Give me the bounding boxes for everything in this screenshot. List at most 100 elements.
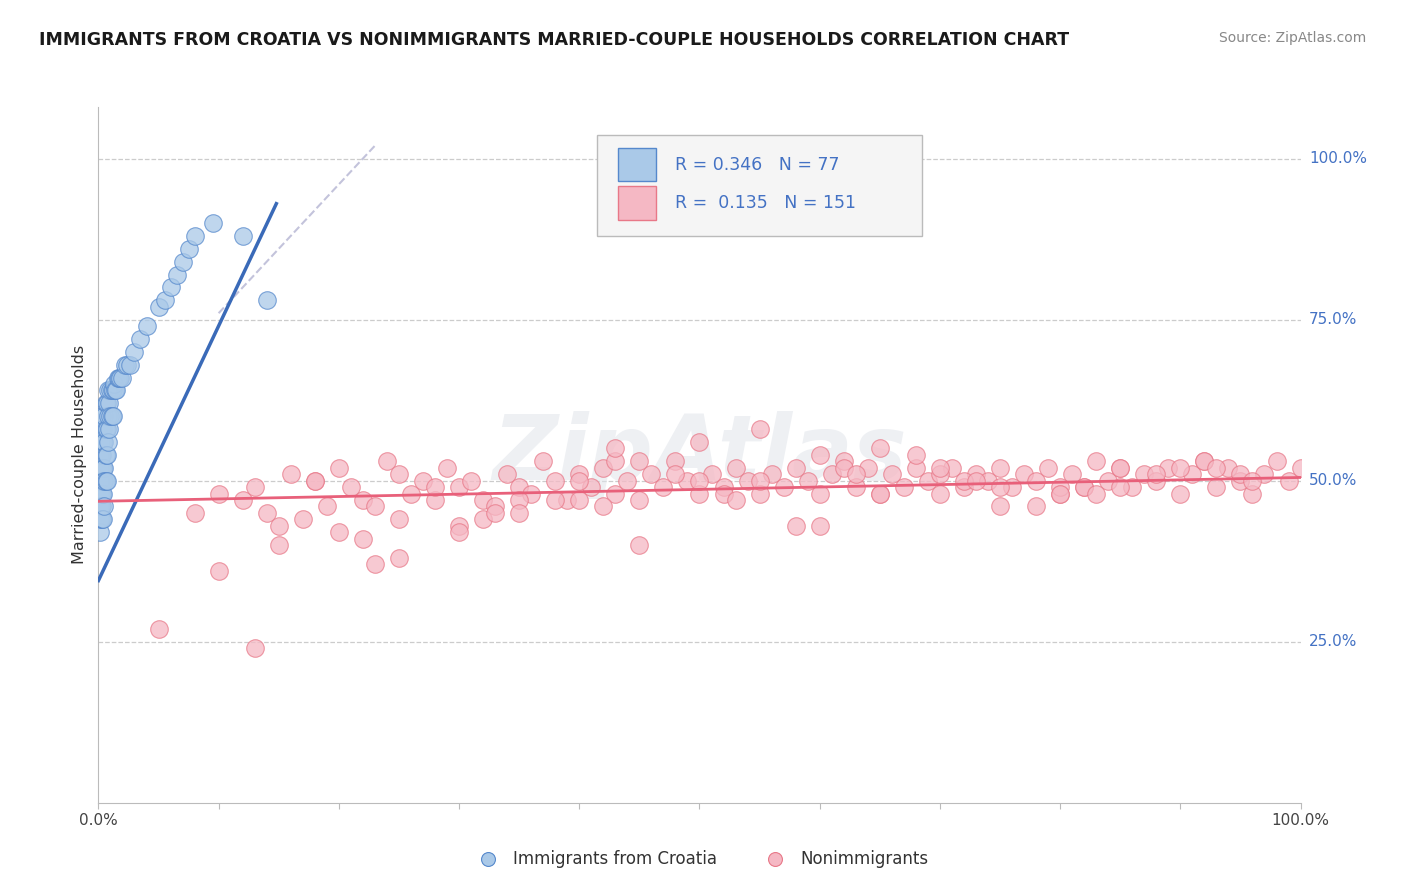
Point <box>1253 467 1275 482</box>
Point <box>928 467 950 482</box>
Point <box>94 422 117 436</box>
Point <box>135 319 157 334</box>
Point <box>1194 454 1216 468</box>
Point <box>748 474 770 488</box>
Text: R =  0.135   N = 151: R = 0.135 N = 151 <box>675 194 856 212</box>
Point <box>129 332 152 346</box>
Point <box>232 493 254 508</box>
Point <box>1170 486 1192 500</box>
Text: ZipAtlas: ZipAtlas <box>492 411 907 499</box>
Point <box>97 384 120 398</box>
Point <box>90 460 112 475</box>
Point <box>93 500 115 514</box>
Point <box>605 442 627 456</box>
Point <box>904 460 927 475</box>
Point <box>785 460 807 475</box>
Point <box>568 493 591 508</box>
Point <box>98 396 121 410</box>
Point <box>1049 480 1071 494</box>
Point <box>93 435 115 450</box>
Point <box>93 460 115 475</box>
Point <box>1025 474 1047 488</box>
Point <box>1144 474 1167 488</box>
Text: 75.0%: 75.0% <box>1309 312 1357 327</box>
Point <box>447 480 470 494</box>
Point <box>1109 460 1132 475</box>
Point <box>664 467 686 482</box>
Point <box>832 460 855 475</box>
Point <box>1218 460 1240 475</box>
Text: 50.0%: 50.0% <box>1309 473 1357 488</box>
Point <box>845 467 868 482</box>
Point <box>1181 467 1204 482</box>
Point <box>917 474 939 488</box>
Point <box>436 460 458 475</box>
Point <box>977 474 1000 488</box>
Point <box>605 486 627 500</box>
Point <box>267 518 290 533</box>
Point <box>96 396 118 410</box>
Point <box>172 254 194 268</box>
Point <box>90 500 112 514</box>
Point <box>94 474 117 488</box>
Text: 25.0%: 25.0% <box>1309 634 1357 649</box>
Point <box>1229 467 1251 482</box>
Point <box>869 486 891 500</box>
Point <box>628 493 651 508</box>
Text: 100.0%: 100.0% <box>1309 151 1367 166</box>
Point <box>388 551 411 566</box>
Point <box>90 435 112 450</box>
Text: Source: ZipAtlas.com: Source: ZipAtlas.com <box>1219 31 1367 45</box>
Point <box>484 506 506 520</box>
Point <box>605 454 627 468</box>
Point <box>208 564 231 578</box>
Point <box>280 467 302 482</box>
Point <box>232 228 254 243</box>
Point <box>111 370 134 384</box>
Point <box>880 467 903 482</box>
Point <box>1073 480 1095 494</box>
FancyBboxPatch shape <box>617 186 657 219</box>
Text: R = 0.346   N = 77: R = 0.346 N = 77 <box>675 156 839 174</box>
Point <box>748 486 770 500</box>
Point <box>118 358 141 372</box>
Point <box>96 474 118 488</box>
Point <box>91 460 114 475</box>
Point <box>91 448 114 462</box>
Point <box>688 486 710 500</box>
Point <box>664 454 686 468</box>
Text: IMMIGRANTS FROM CROATIA VS NONIMMIGRANTS MARRIED-COUPLE HOUSEHOLDS CORRELATION C: IMMIGRANTS FROM CROATIA VS NONIMMIGRANTS… <box>39 31 1070 49</box>
Point <box>352 493 374 508</box>
Point <box>243 641 266 656</box>
Point <box>89 460 111 475</box>
Point <box>93 409 115 424</box>
Point <box>928 460 950 475</box>
Point <box>1133 467 1156 482</box>
Point <box>832 454 855 468</box>
Point <box>423 480 446 494</box>
Point <box>808 448 831 462</box>
Point <box>447 525 470 540</box>
Point <box>166 268 188 282</box>
Point <box>1205 460 1227 475</box>
Point <box>91 435 114 450</box>
Point <box>508 480 530 494</box>
Point <box>1012 467 1035 482</box>
Point <box>117 358 139 372</box>
Point <box>114 358 136 372</box>
Point <box>100 384 122 398</box>
Point <box>328 525 350 540</box>
Point <box>90 474 112 488</box>
Point <box>1194 454 1216 468</box>
Point <box>1062 467 1084 482</box>
Point <box>845 480 868 494</box>
Point <box>688 474 710 488</box>
Point <box>388 467 411 482</box>
Point <box>568 474 591 488</box>
Point <box>953 480 976 494</box>
Point <box>821 467 844 482</box>
Point <box>364 500 387 514</box>
Point <box>91 474 114 488</box>
Point <box>1049 486 1071 500</box>
Point <box>988 480 1011 494</box>
